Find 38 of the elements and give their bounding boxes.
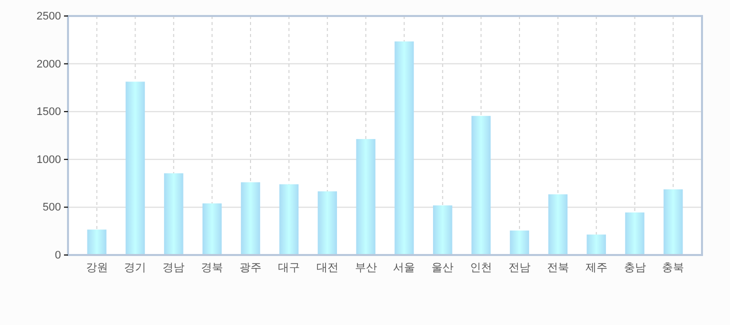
bar xyxy=(548,194,568,255)
bar xyxy=(126,82,145,255)
x-tick-label: 제주 xyxy=(585,262,608,274)
bar xyxy=(471,116,491,255)
x-tick-label: 경기 xyxy=(124,262,146,274)
x-tick-label: 인천 xyxy=(470,262,492,274)
bar xyxy=(586,234,606,255)
x-tick-label: 전북 xyxy=(546,262,569,274)
bar xyxy=(664,189,683,255)
bar xyxy=(87,230,106,255)
bar xyxy=(625,212,644,255)
x-tick-label: 충북 xyxy=(662,262,684,274)
bar xyxy=(433,205,452,255)
x-tick-label: 대전 xyxy=(316,262,338,274)
y-tick-label: 500 xyxy=(42,202,61,214)
x-tick-label: 경남 xyxy=(162,262,185,274)
y-tick-label: 2000 xyxy=(36,58,61,70)
x-tick-label: 광주 xyxy=(240,262,262,274)
bar xyxy=(240,182,260,255)
x-tick-label: 전남 xyxy=(508,262,530,274)
x-tick-label: 강원 xyxy=(86,262,108,274)
x-tick-label: 충남 xyxy=(624,262,646,274)
y-tick-label: 2500 xyxy=(36,10,61,23)
x-tick-label: 서울 xyxy=(393,262,416,274)
x-tick-label: 울산 xyxy=(432,262,454,274)
y-tick-label: 1000 xyxy=(36,154,61,166)
y-tick-label: 1500 xyxy=(36,106,61,118)
bar xyxy=(356,139,376,255)
bar xyxy=(202,203,222,255)
bar xyxy=(510,230,530,255)
bar xyxy=(279,184,299,255)
bar xyxy=(394,41,414,255)
bar xyxy=(164,173,184,255)
x-tick-label: 대구 xyxy=(278,262,300,274)
x-tick-label: 부산 xyxy=(354,262,377,274)
bar xyxy=(318,191,337,255)
x-tick-label: 경북 xyxy=(201,262,224,274)
y-tick-label: 0 xyxy=(54,250,61,262)
